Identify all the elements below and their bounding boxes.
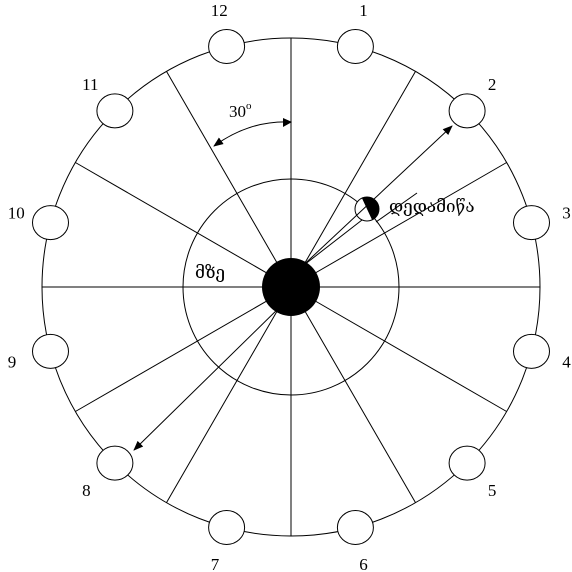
position-label-2: 2 (488, 75, 497, 94)
position-label-4: 4 (562, 352, 571, 371)
degree-symbol: o (246, 100, 252, 112)
earth-pointer-line (375, 192, 418, 223)
orbit-position-1 (336, 29, 374, 64)
position-label-10: 10 (8, 204, 25, 223)
orbit-positions (32, 29, 550, 545)
orbit-position-5 (448, 445, 486, 481)
orbit-position-3 (513, 205, 550, 241)
position-label-12: 12 (211, 1, 228, 20)
sun-label: მზე (195, 263, 225, 282)
angle-arc-head (283, 118, 292, 127)
sector-line (290, 286, 416, 503)
orbit-position-10 (32, 205, 69, 241)
position-label-7: 7 (211, 555, 220, 572)
orbit-position-4 (513, 333, 550, 369)
position-label-9: 9 (8, 352, 16, 371)
orbit-position-8 (96, 445, 134, 481)
position-label-6: 6 (359, 555, 368, 572)
sun (262, 258, 320, 316)
sector-line (75, 162, 292, 288)
orbit-position-6 (336, 510, 374, 545)
position-label-5: 5 (488, 481, 497, 500)
orbit-position-9 (32, 333, 69, 369)
orbit-position-11 (96, 93, 134, 129)
angle-arc (213, 121, 292, 147)
sector-lines (42, 38, 540, 536)
arrow-to-position-2 (295, 125, 453, 273)
orbit-position-12 (208, 29, 246, 64)
sector-line (290, 71, 416, 288)
sector-line (290, 286, 507, 412)
earth (354, 196, 380, 222)
orbit-position-7 (208, 510, 246, 545)
position-label-3: 3 (562, 204, 571, 223)
sector-line (290, 162, 507, 288)
sector-line (75, 286, 292, 412)
position-label-1: 1 (359, 1, 368, 20)
earth-label: დედამიწა (389, 197, 475, 216)
position-label-8: 8 (82, 481, 91, 500)
sun-to-earth-line (294, 219, 363, 273)
orbit-position-2 (448, 93, 486, 129)
arrow-to-position-8 (133, 302, 285, 451)
angle-label: 30o (229, 100, 252, 121)
sector-line (166, 71, 292, 288)
sector-line (166, 286, 292, 503)
position-label-11: 11 (82, 75, 98, 94)
